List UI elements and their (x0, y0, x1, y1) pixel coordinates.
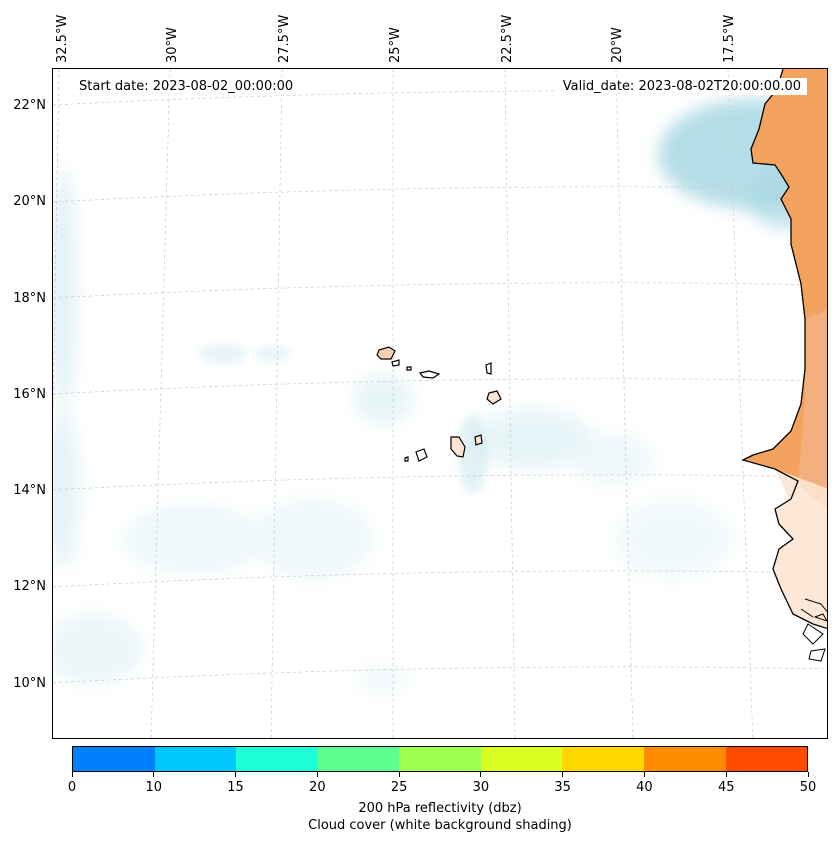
colorbar-tick (725, 772, 727, 777)
colorbar-segment-3 (317, 747, 400, 771)
colorbar-tick-label: 35 (554, 780, 571, 795)
valid-date-label: Valid_date: 2023-08-02T20:00:00.00 (556, 78, 807, 95)
colorbar-tick-label: 10 (145, 780, 163, 795)
lat-label-14n: 14°N (13, 483, 46, 498)
colorbar-tick (71, 772, 73, 777)
colorbar-tick (807, 772, 809, 777)
colorbar-tick (480, 772, 482, 777)
lon-label-17-5w: 17.5°W (722, 14, 737, 63)
colorbar-tick-label: 40 (636, 780, 653, 795)
africa-land (741, 69, 827, 662)
colorbar-segment-6 (562, 747, 644, 771)
colorbar-tick-label: 30 (472, 780, 490, 795)
lat-label-10n: 10°N (13, 676, 46, 691)
lat-label-18n: 18°N (13, 291, 46, 306)
colorbar-tick-label: 25 (390, 780, 408, 795)
colorbar-sublabel: Cloud cover (white background shading) (308, 818, 572, 833)
colorbar-tick-label: 45 (717, 780, 735, 795)
lat-label-16n: 16°N (13, 387, 46, 402)
graticule (53, 69, 827, 738)
map-canvas (53, 69, 827, 738)
colorbar-tick (398, 772, 400, 777)
colorbar-segment-5 (480, 747, 563, 771)
lon-label-25w: 25°W (388, 27, 403, 63)
colorbar-tick-label: 0 (67, 780, 77, 795)
cloud-cover-layer (53, 99, 827, 694)
lat-label-22n: 22°N (13, 98, 46, 113)
lon-label-20w: 20°W (610, 27, 625, 63)
lon-label-32-5w: 32.5°W (55, 14, 70, 63)
lon-label-22-5w: 22.5°W (500, 14, 515, 63)
colorbar-tick (235, 772, 237, 777)
colorbar-tick (643, 772, 645, 777)
colorbar-segment-2 (236, 747, 318, 771)
colorbar-tick-label: 15 (227, 780, 244, 795)
colorbar-tick-label: 20 (309, 780, 326, 795)
colorbar-segment-7 (643, 747, 726, 771)
start-date-label: Start date: 2023-08-02_00:00:00 (73, 78, 300, 95)
lat-label-20n: 20°N (13, 194, 46, 209)
lon-label-27-5w: 27.5°W (277, 14, 292, 63)
colorbar-label: 200 hPa reflectivity (dbz) (358, 801, 522, 816)
colorbar-tick (562, 772, 564, 777)
lon-label-30w: 30°W (165, 27, 180, 63)
colorbar-tick (316, 772, 318, 777)
colorbar-segment-8 (725, 747, 808, 771)
map-panel[interactable]: Start date: 2023-08-02_00:00:00 Valid_da… (52, 68, 828, 739)
colorbar-segment-0 (73, 747, 155, 771)
lat-label-12n: 12°N (13, 579, 46, 594)
colorbar-segment-4 (399, 747, 481, 771)
colorbar-tick-label: 50 (799, 780, 817, 795)
colorbar (72, 746, 808, 772)
colorbar-tick (153, 772, 155, 777)
colorbar-segment-1 (154, 747, 237, 771)
cape-verde-islands (376, 346, 502, 462)
